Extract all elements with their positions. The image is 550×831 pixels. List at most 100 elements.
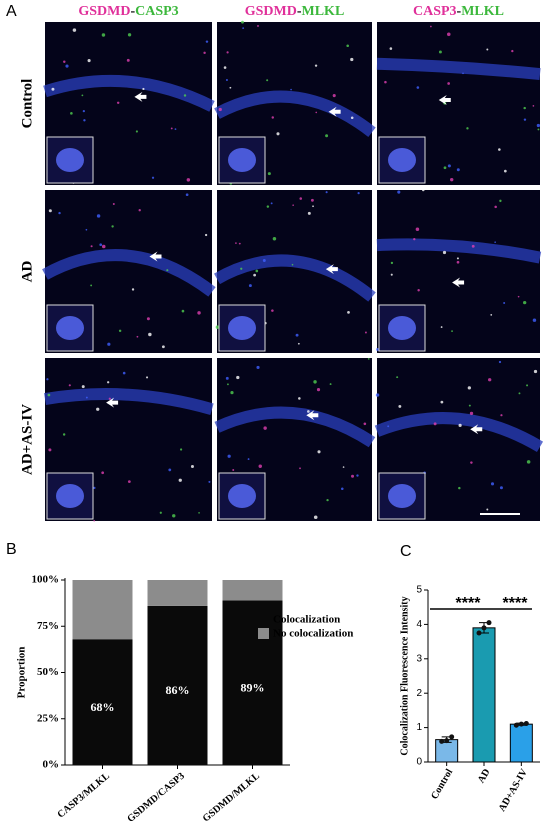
cell-layer (43, 74, 215, 112)
title-part: GSDMD (78, 4, 130, 19)
speck (526, 384, 529, 387)
speck (87, 59, 91, 63)
speck (446, 32, 451, 37)
speck (498, 148, 501, 151)
speck (215, 325, 220, 329)
value-label: 86% (166, 683, 190, 697)
speck (223, 66, 227, 69)
speck (470, 461, 473, 464)
speck (440, 326, 443, 328)
speck (218, 107, 222, 112)
speck (397, 190, 401, 194)
speck (135, 130, 138, 133)
speck (367, 357, 370, 360)
speck (72, 28, 77, 32)
x-tick-label: GSDMD/CASP3 (125, 771, 187, 825)
speck (316, 388, 321, 392)
speck (148, 332, 152, 337)
data-point (523, 720, 529, 726)
speck (450, 177, 454, 182)
panel-label: A (6, 3, 17, 20)
legend-label: Colocalization (273, 614, 340, 626)
speck (272, 236, 277, 241)
speck (101, 471, 105, 475)
nucleus (388, 148, 416, 172)
speck (384, 80, 387, 84)
speck (116, 101, 120, 105)
speck (417, 289, 420, 292)
speck (325, 191, 328, 194)
data-point (449, 734, 455, 740)
speck (498, 360, 502, 364)
speck (314, 64, 318, 67)
panel-label: C (400, 543, 412, 560)
speck (422, 188, 425, 192)
speck (225, 376, 229, 380)
speck (236, 375, 240, 380)
speck (313, 515, 318, 520)
speck (270, 202, 273, 205)
speck (387, 425, 390, 428)
speck (51, 87, 55, 91)
y-tick-label: 50% (37, 666, 59, 678)
speck (299, 467, 301, 470)
speck (183, 94, 187, 97)
speck (315, 111, 318, 114)
speck (271, 309, 274, 312)
speck (70, 112, 73, 115)
speck (81, 94, 84, 97)
speck (197, 311, 201, 315)
y-tick-label: 3 (416, 653, 422, 664)
speck (108, 397, 111, 400)
speck (138, 209, 141, 212)
speck (151, 176, 155, 179)
nucleus (388, 316, 416, 340)
nucleus (56, 484, 84, 508)
speck (85, 228, 88, 231)
title-part: GSDMD (245, 4, 297, 19)
arrow (306, 410, 319, 421)
speck (488, 378, 492, 382)
column-title: GSDMD-MLKL (245, 4, 345, 19)
title-part: - (297, 4, 302, 19)
speck (81, 385, 85, 389)
speck (253, 273, 256, 277)
title-part: - (457, 4, 462, 19)
speck (174, 128, 177, 131)
speck (307, 211, 311, 215)
speck (523, 300, 527, 305)
significance-label: **** (503, 595, 529, 612)
data-point (486, 620, 492, 626)
speck (96, 407, 100, 411)
speck (166, 269, 169, 272)
speck (310, 198, 314, 202)
arrow (452, 277, 465, 288)
title-part: MLKL (302, 4, 345, 19)
speck (486, 508, 489, 511)
arrow (134, 91, 147, 102)
speck (205, 40, 209, 43)
speck (500, 414, 503, 417)
arrow (438, 95, 451, 106)
scale-bar (480, 513, 520, 515)
arrow (106, 397, 119, 408)
speck (443, 166, 447, 170)
bar (509, 723, 533, 763)
speck (232, 469, 235, 471)
speck (271, 116, 275, 119)
speck (490, 482, 495, 486)
speck (85, 396, 88, 399)
bar-segment (147, 580, 208, 606)
speck (486, 48, 489, 51)
speck (290, 88, 292, 91)
title-part: CASP3 (413, 4, 457, 19)
bar-segment (222, 600, 283, 765)
speck (447, 82, 450, 85)
bar-segment (147, 605, 208, 765)
speck (131, 288, 135, 291)
y-axis-title: Colocalization Fluorescence Intensity (399, 596, 410, 755)
bar-segment (222, 580, 283, 601)
row-label: Control (19, 79, 35, 129)
speck (533, 369, 538, 374)
